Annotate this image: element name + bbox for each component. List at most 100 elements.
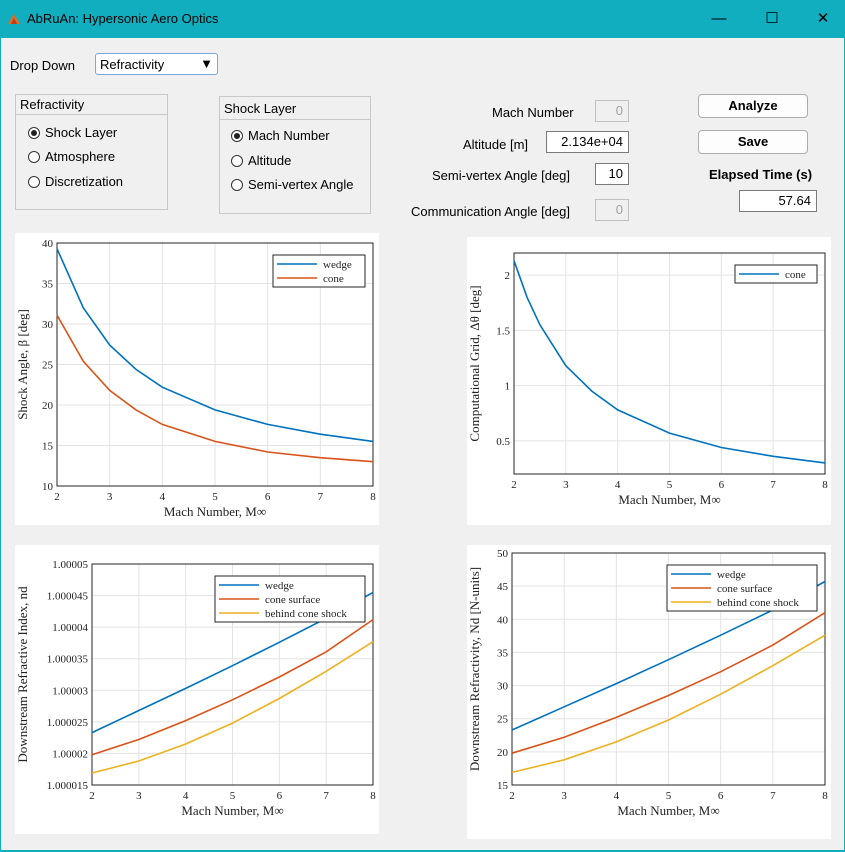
y-tick-label: 1.000045 [47,591,89,603]
y-tick-label: 40 [497,614,509,626]
y-tick-label: 35 [497,647,509,659]
group-divider [220,119,370,120]
x-tick-label: 6 [277,790,283,802]
y-axis-label: Computational Grid, Δθ [deg] [467,285,482,441]
series-line-cone [56,314,374,463]
radio-dot-icon [28,151,40,163]
shock-layer-group-title: Shock Layer [224,101,297,116]
semi-vertex-angle-field[interactable]: 10 [595,163,629,185]
radio-altitude[interactable]: Altitude [231,153,291,168]
y-tick-label: 35 [42,279,54,291]
x-axis-label: Mach Number, M∞ [181,803,283,818]
x-tick-label: 5 [212,491,218,503]
x-tick-label: 3 [561,790,567,802]
elapsed-time-label: Elapsed Time (s) [709,167,813,182]
x-tick-label: 2 [89,790,95,802]
legend-entry: wedge [265,580,294,592]
radio-atmosphere[interactable]: Atmosphere [28,149,115,164]
x-tick-label: 6 [719,479,725,491]
semi-vertex-angle-label: Semi-vertex Angle [deg] [432,168,571,183]
legend-entry: cone [323,273,344,285]
save-button[interactable]: Save [698,130,808,154]
y-tick-label: 1.00005 [52,559,88,571]
y-tick-label: 25 [42,360,54,372]
radio-dot-icon [231,179,243,191]
plot-area-border [91,563,374,786]
mach-number-label: Mach Number [492,105,574,120]
series-line-behind-cone-shock [511,634,826,774]
y-axis-label: Shock Angle, β [deg] [15,309,30,420]
view-dropdown[interactable]: Refractivity ▼ [95,53,218,75]
y-tick-label: 25 [497,714,509,726]
legend-entry: cone surface [265,594,320,606]
dropdown-arrow-icon: ▼ [200,56,213,71]
plot-area-border [511,552,826,786]
x-tick-label: 3 [107,491,113,503]
series-line-cone-surface [91,618,374,756]
x-tick-label: 7 [770,790,776,802]
x-tick-label: 7 [323,790,329,802]
x-tick-label: 4 [160,491,166,503]
x-axis-label: Mach Number, M∞ [618,492,720,507]
x-tick-label: 8 [822,790,828,802]
radio-mach-number[interactable]: Mach Number [231,128,330,143]
minimize-button[interactable]: — [711,10,727,27]
series-line-wedge [56,248,374,443]
y-axis-label: Downstream Refractive Index, nd [15,586,30,763]
y-tick-label: 1.000025 [47,717,89,729]
y-tick-label: 40 [42,238,54,250]
radio-shock-layer[interactable]: Shock Layer [28,125,117,140]
analyze-button[interactable]: Analyze [698,94,808,118]
communication-angle-field: 0 [595,199,629,221]
refractivity-group-title: Refractivity [20,97,85,112]
x-tick-label: 5 [230,790,236,802]
y-tick-label: 1.00003 [52,685,88,697]
x-tick-label: 7 [318,491,324,503]
maximize-button[interactable]: ☐ [765,10,779,27]
x-tick-label: 8 [370,491,376,503]
refractivity-chart: 2 3 4 5 6 7 8 15 20 25 30 35 40 45 50 Mach Number, M∞ Do… [467,545,831,839]
close-button[interactable]: ✕ [816,10,830,27]
altitude-field[interactable]: 2.134e+04 [546,131,629,153]
radio-dot-icon [231,130,243,142]
x-tick-label: 7 [770,479,776,491]
y-tick-label: 10 [42,481,54,493]
altitude-label: Altitude [m] [463,137,529,152]
y-tick-label: 0.5 [496,436,510,448]
radio-dot-icon [231,155,243,167]
communication-angle-label: Communication Angle [deg] [411,204,570,219]
series-line-cone-surface [511,612,826,754]
group-divider [16,114,167,115]
y-tick-label: 30 [42,319,54,331]
plot-area-border [56,242,374,487]
legend-entry: behind cone shock [265,608,347,620]
radio-dot-icon [28,127,40,139]
x-tick-label: 4 [614,790,620,802]
elapsed-time-field: 57.64 [739,190,817,212]
legend-entry: cone surface [717,583,772,595]
x-axis-label: Mach Number, M∞ [617,803,719,818]
shock-angle-chart: 2 3 4 5 6 7 8 10 15 20 25 30 35 40 Mach Number, M∞ Shoc… [15,233,379,525]
shock-layer-group: Shock Layer Mach Number Altitude Semi-ve… [219,96,371,214]
y-tick-label: 1.00002 [52,748,88,760]
radio-semi-vertex-angle[interactable]: Semi-vertex Angle [231,177,354,192]
y-tick-label: 1.000035 [47,654,89,666]
x-tick-label: 8 [370,790,376,802]
legend-entry: wedge [323,259,352,271]
x-axis-label: Mach Number, M∞ [164,504,266,519]
y-tick-label: 1 [505,381,511,393]
radio-discretization[interactable]: Discretization [28,174,123,189]
refractive-index-chart: 2 3 4 5 6 7 8 1.000015 1.00002 1.000025 1.00003 1.0… [15,545,379,834]
x-tick-label: 6 [265,491,271,503]
y-tick-label: 20 [497,747,509,759]
y-tick-label: 1.00004 [52,622,88,634]
x-tick-label: 5 [667,479,673,491]
x-tick-label: 2 [509,790,515,802]
x-tick-label: 4 [615,479,621,491]
y-tick-label: 1.000015 [47,780,89,792]
x-tick-label: 2 [54,491,60,503]
dropdown-value: Refractivity [100,57,165,72]
y-tick-label: 15 [42,441,54,453]
dropdown-label: Drop Down [10,58,76,73]
x-tick-label: 3 [136,790,142,802]
